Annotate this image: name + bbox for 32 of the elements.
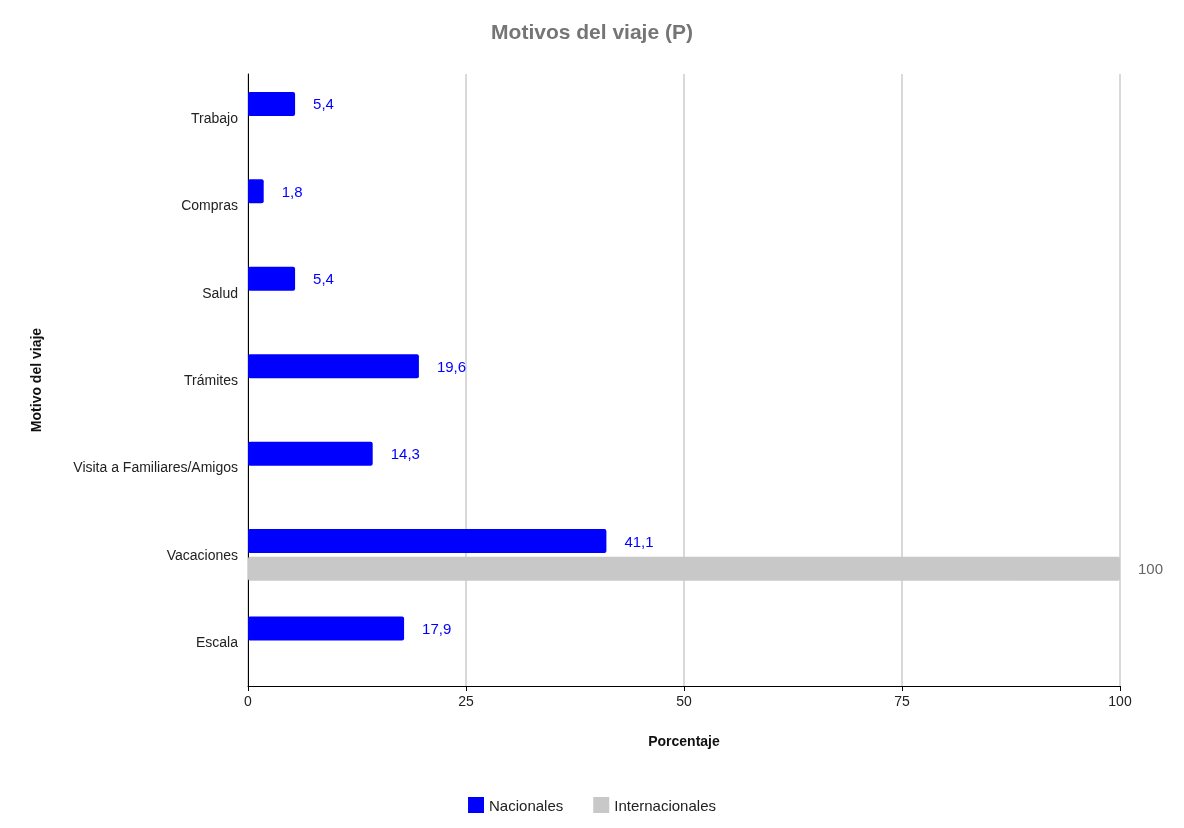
bar [248, 91, 296, 116]
data-label: 17,9 [422, 619, 452, 637]
y-tick-label: Compras [181, 197, 238, 214]
data-label: 5,4 [313, 270, 334, 288]
bar [248, 529, 607, 554]
data-label: 1,8 [281, 182, 303, 200]
data-label: 19,6 [436, 357, 467, 375]
y-axis-title: Motivo del viaje [28, 327, 44, 433]
bar [248, 266, 296, 291]
x-axis-title: Porcentaje [648, 733, 720, 749]
x-tick-label: 75 [894, 693, 910, 709]
y-tick-label: Trámites [184, 372, 238, 388]
x-tick-label: 100 [1108, 693, 1132, 709]
y-tick-label: Escala [195, 634, 239, 651]
legend-label: Nacionales [489, 796, 564, 814]
y-tick-label: Visita a Familiares/Amigos [73, 459, 238, 476]
x-tick-label: 0 [244, 693, 253, 709]
legend-label: Internacionales [614, 796, 716, 814]
y-tick-label: Vacaciones [166, 546, 238, 563]
y-tick-label: Salud [202, 284, 238, 301]
y-tick-label: Trabajo [191, 109, 239, 126]
data-label: 14,3 [390, 445, 420, 463]
data-label: 41,1 [624, 532, 654, 550]
data-label: 5,4 [313, 95, 334, 113]
bar [248, 441, 373, 466]
chart-title: Motivos del viaje (P) [491, 20, 693, 43]
data-label: 100 [1138, 560, 1164, 578]
bar [248, 179, 264, 204]
x-tick-label: 25 [458, 693, 474, 709]
x-tick-label: 50 [676, 693, 692, 709]
bar [248, 616, 405, 641]
bar [248, 354, 419, 379]
